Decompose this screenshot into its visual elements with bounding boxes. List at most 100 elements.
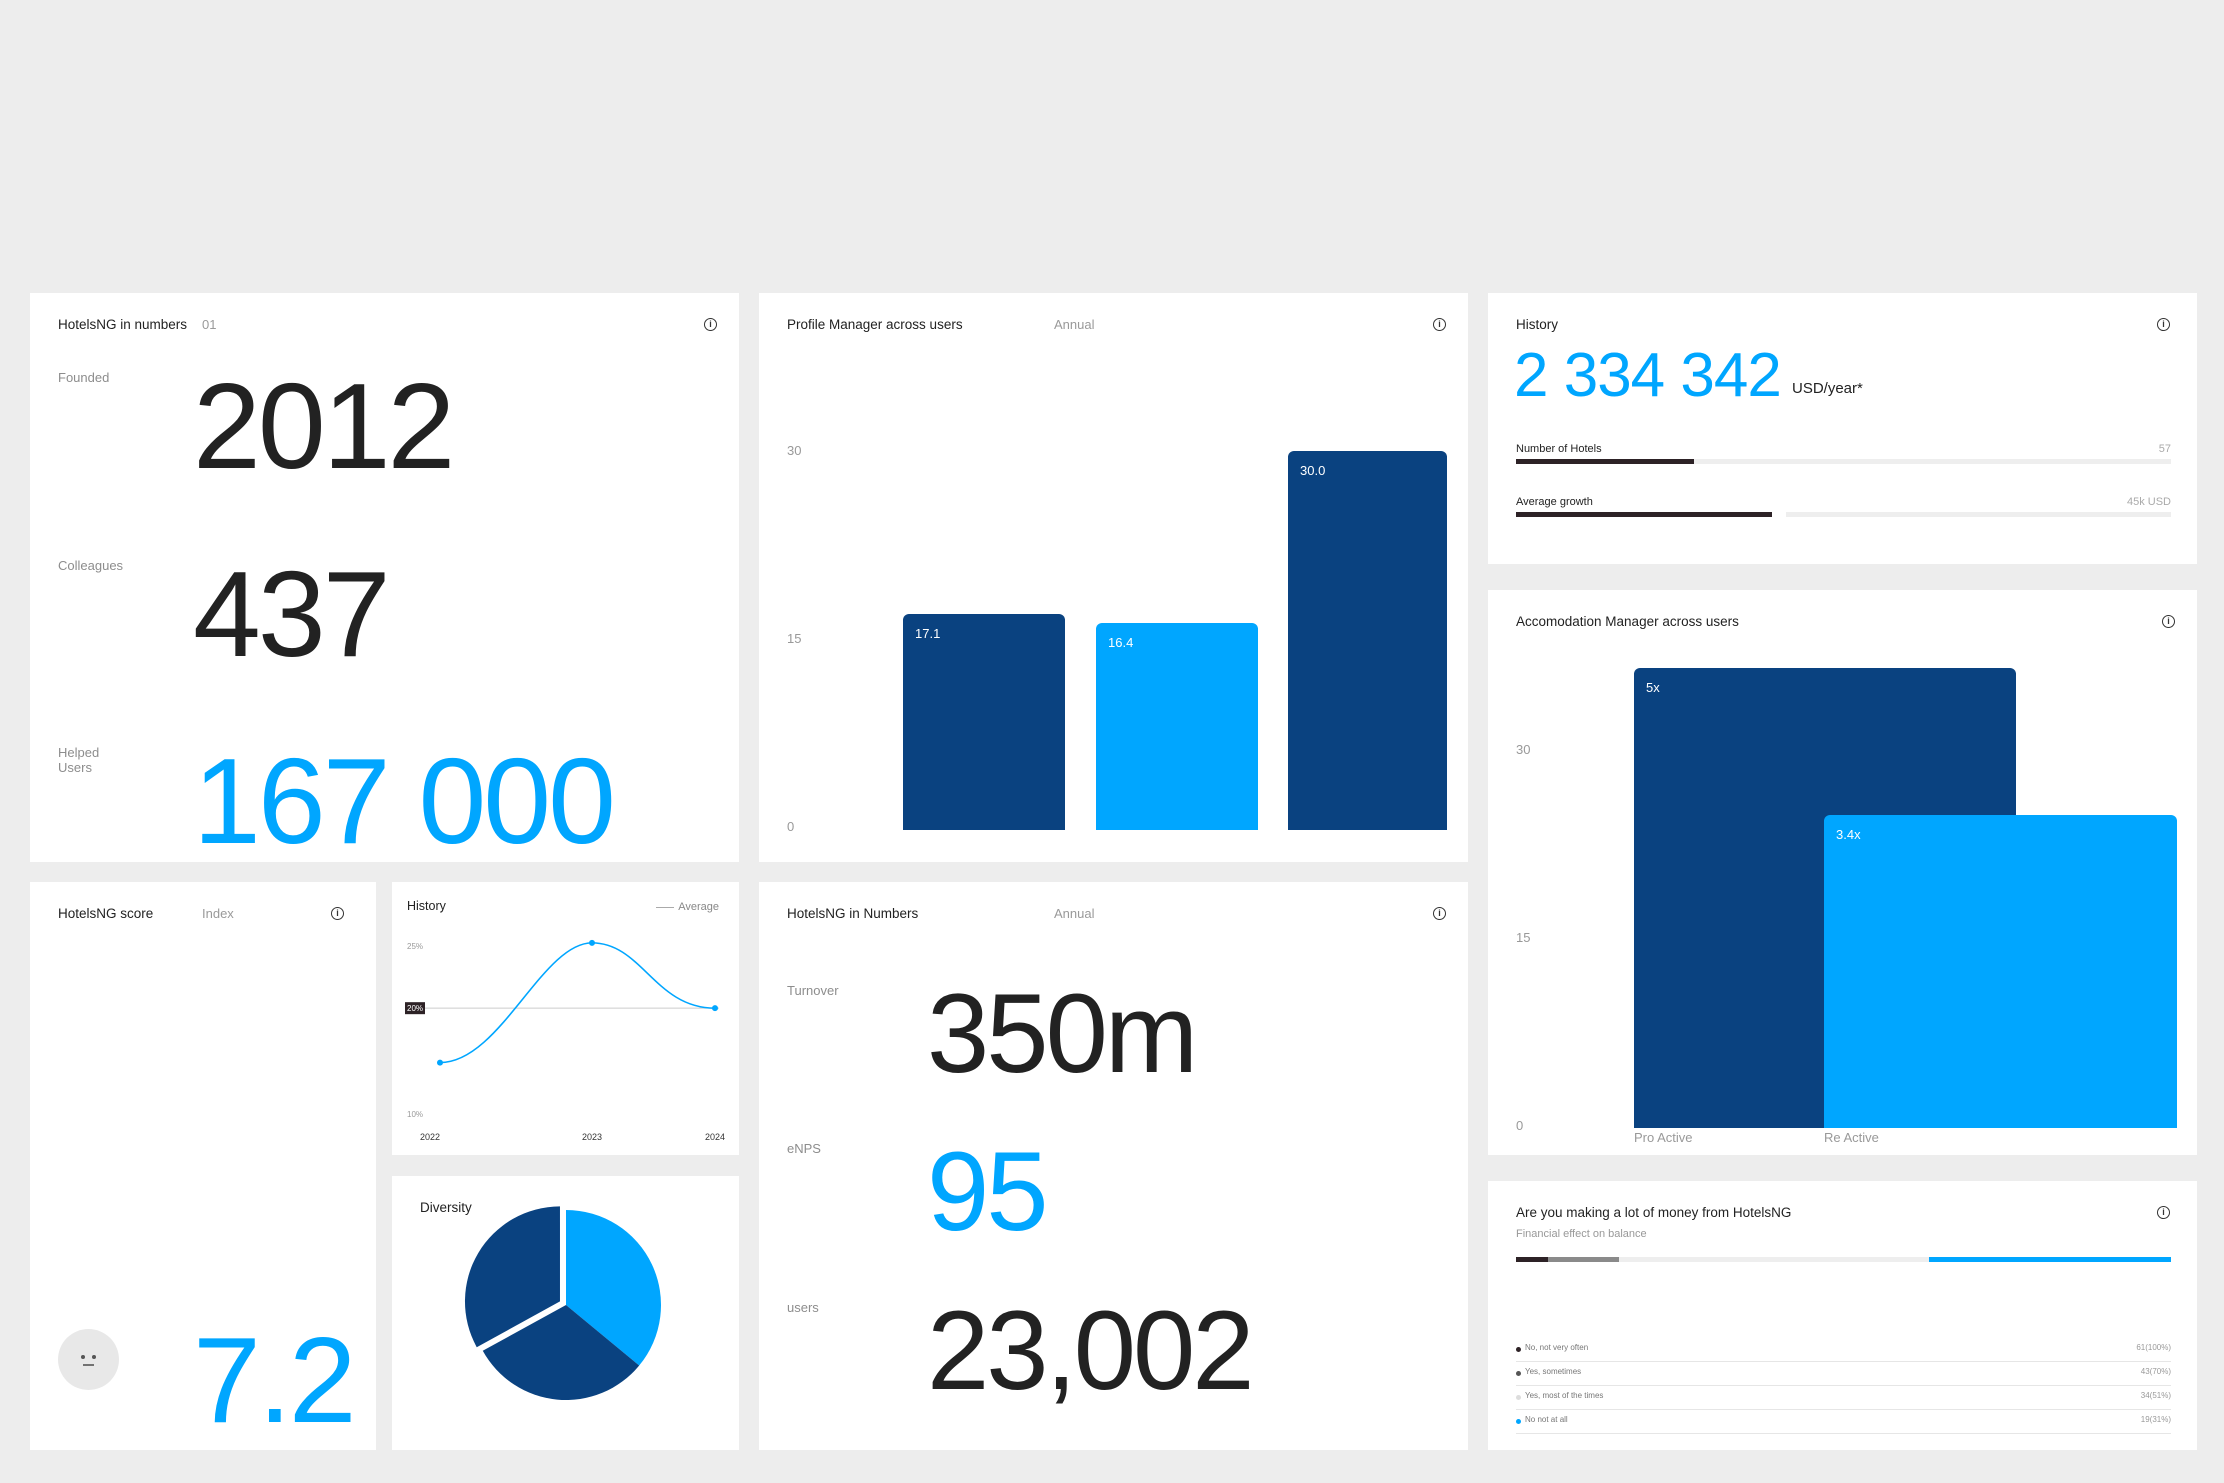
legend-value: 19(31%) — [2140, 1415, 2171, 1424]
legend-label: No, not very often — [1525, 1343, 1589, 1352]
info-icon[interactable]: i — [1433, 907, 1446, 920]
bar-value-label: 3.4x — [1836, 827, 1861, 843]
card-subtitle: Financial effect on balance — [1516, 1228, 1647, 1240]
founded-label: Founded — [58, 370, 110, 385]
survey-row: Yes, most of the times 34(51%) — [1516, 1389, 2171, 1410]
bar-value-label: 30.0 — [1300, 463, 1326, 478]
y-tick-label: 10% — [407, 1110, 423, 1119]
revenue-value: 2 334 342 — [1514, 341, 1782, 410]
card-title: Accomodation Manager across users — [1516, 614, 1739, 629]
legend-label: Average — [678, 901, 719, 913]
survey-row: No, not very often 61(100%) — [1516, 1341, 2171, 1362]
line-chart: 25% 20% 10% 2022 2023 2024 — [405, 939, 725, 1142]
founded-value: 2012 — [193, 358, 455, 494]
legend-value: 43(70%) — [2140, 1367, 2171, 1376]
info-icon[interactable]: i — [2157, 318, 2170, 331]
data-point — [589, 939, 595, 946]
hotels-count-label: Number of Hotels — [1516, 443, 1602, 455]
card-period: Annual — [1054, 317, 1095, 332]
segment-no-not-often — [1516, 1257, 1548, 1262]
bar[interactable]: 16.4 — [1096, 622, 1258, 830]
pie-slice[interactable] — [566, 1210, 661, 1366]
helped-users-value: 167 000 — [193, 733, 616, 869]
y-tick: 15 — [1516, 930, 1531, 945]
card-title: Are you making a lot of money from Hotel… — [1516, 1205, 1792, 1220]
history-revenue-card: History i 2 334 342 USD/year* Number of … — [1488, 293, 2197, 564]
growth-progress-track — [1786, 512, 2171, 517]
score-value: 7.2 — [193, 1312, 357, 1448]
y-tick-label: 25% — [407, 942, 423, 951]
x-tick-label: 2024 — [705, 1132, 725, 1142]
survey-row: No not at all 19(31%) — [1516, 1413, 2171, 1434]
bar-value-label: 5x — [1646, 680, 1660, 695]
y-tick: 15 — [787, 631, 802, 646]
money-survey-card: Are you making a lot of money from Hotel… — [1488, 1181, 2197, 1450]
legend-value: 61(100%) — [2136, 1343, 2171, 1352]
info-icon[interactable]: i — [2157, 1206, 2170, 1219]
x-tick-label: 2022 — [420, 1132, 440, 1142]
users-value: 23,002 — [927, 1288, 1255, 1413]
bar[interactable]: 30.0 — [1288, 451, 1447, 830]
stacked-bar — [1516, 1257, 2171, 1262]
score-card: HotelsNG score Index i 7.2 — [30, 882, 376, 1450]
info-icon[interactable]: i — [704, 318, 717, 331]
legend-label: Yes, most of the times — [1525, 1391, 1604, 1400]
turnover-value: 350m — [927, 971, 1198, 1096]
pie-slice[interactable] — [482, 1305, 640, 1400]
colleagues-label: Colleagues — [58, 558, 124, 573]
card-title: HotelsNG score — [58, 906, 154, 921]
info-icon[interactable]: i — [331, 907, 344, 920]
data-point — [712, 1005, 718, 1012]
info-icon[interactable]: i — [1433, 318, 1446, 331]
colleagues-value: 437 — [193, 546, 391, 682]
series-line — [439, 942, 716, 1064]
hotels-progress-fill — [1516, 459, 1694, 464]
y-tick: 0 — [1516, 1118, 1524, 1133]
turnover-label: Turnover — [787, 983, 839, 998]
pie-slice[interactable] — [464, 1206, 560, 1348]
y-tick: 30 — [787, 443, 802, 458]
history-line-card: History Average 25% 20% 10% 2022 2023 2024 — [392, 882, 739, 1155]
data-point — [437, 1059, 443, 1066]
info-icon[interactable]: i — [2162, 615, 2175, 628]
users-label: users — [787, 1300, 819, 1315]
card-period: Annual — [1054, 906, 1095, 921]
legend-average: Average — [656, 901, 719, 913]
legend-label: No not at all — [1525, 1415, 1568, 1424]
revenue-unit: USD/year* — [1792, 380, 1863, 397]
x-tick-label: Pro Active — [1634, 1130, 1693, 1145]
y-tick-label: 20% — [407, 1004, 423, 1013]
card-sub: Index — [202, 906, 234, 921]
hotels-count-value: 57 — [2158, 443, 2171, 455]
bar-value-label: 16.4 — [1108, 634, 1134, 650]
segment-yes-sometimes — [1548, 1257, 1619, 1262]
survey-row: Yes, sometimes 43(70%) — [1516, 1365, 2171, 1386]
accomodation-manager-card: Accomodation Manager across users i 30 1… — [1488, 590, 2197, 1155]
profile-manager-card: Profile Manager across users Annual i 30… — [759, 293, 1468, 862]
enps-value: 95 — [927, 1129, 1049, 1254]
helped-users-label: Helped Users — [58, 745, 100, 775]
legend-line-icon — [656, 906, 675, 908]
legend-dot-icon — [1516, 1419, 1521, 1424]
legend-dot-icon — [1516, 1347, 1521, 1352]
x-tick-label: Re Active — [1824, 1130, 1879, 1145]
y-tick: 0 — [787, 819, 795, 834]
growth-progress-fill — [1516, 512, 1772, 517]
y-tick: 30 — [1516, 742, 1531, 757]
bar[interactable]: 3.4x — [1824, 815, 2177, 1128]
growth-label: Average growth — [1516, 496, 1593, 508]
legend-dot-icon — [1516, 1371, 1521, 1376]
diversity-card: Diversity — [392, 1176, 739, 1450]
bar[interactable]: 17.1 — [903, 613, 1065, 830]
card-title: Profile Manager across users — [787, 317, 963, 332]
pie-chart — [464, 1206, 661, 1400]
segment-no-not-at-all — [1929, 1257, 2171, 1262]
growth-value: 45k USD — [2126, 496, 2171, 508]
legend-label: Yes, sometimes — [1525, 1367, 1582, 1376]
numbers2-card: HotelsNG in Numbers Annual i Turnover 35… — [759, 882, 1468, 1450]
average-badge — [405, 1002, 425, 1015]
legend-value: 34(51%) — [2140, 1391, 2171, 1400]
x-tick-label: 2023 — [582, 1132, 602, 1142]
card-title: HotelsNG in Numbers — [787, 906, 919, 921]
bar-value-label: 17.1 — [915, 625, 941, 641]
